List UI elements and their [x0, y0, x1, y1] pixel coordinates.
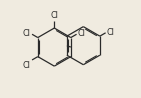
- Text: Cl: Cl: [78, 29, 86, 38]
- Text: Cl: Cl: [23, 29, 31, 38]
- Text: Cl: Cl: [107, 28, 115, 37]
- Text: Cl: Cl: [23, 61, 31, 70]
- Text: Cl: Cl: [50, 11, 58, 20]
